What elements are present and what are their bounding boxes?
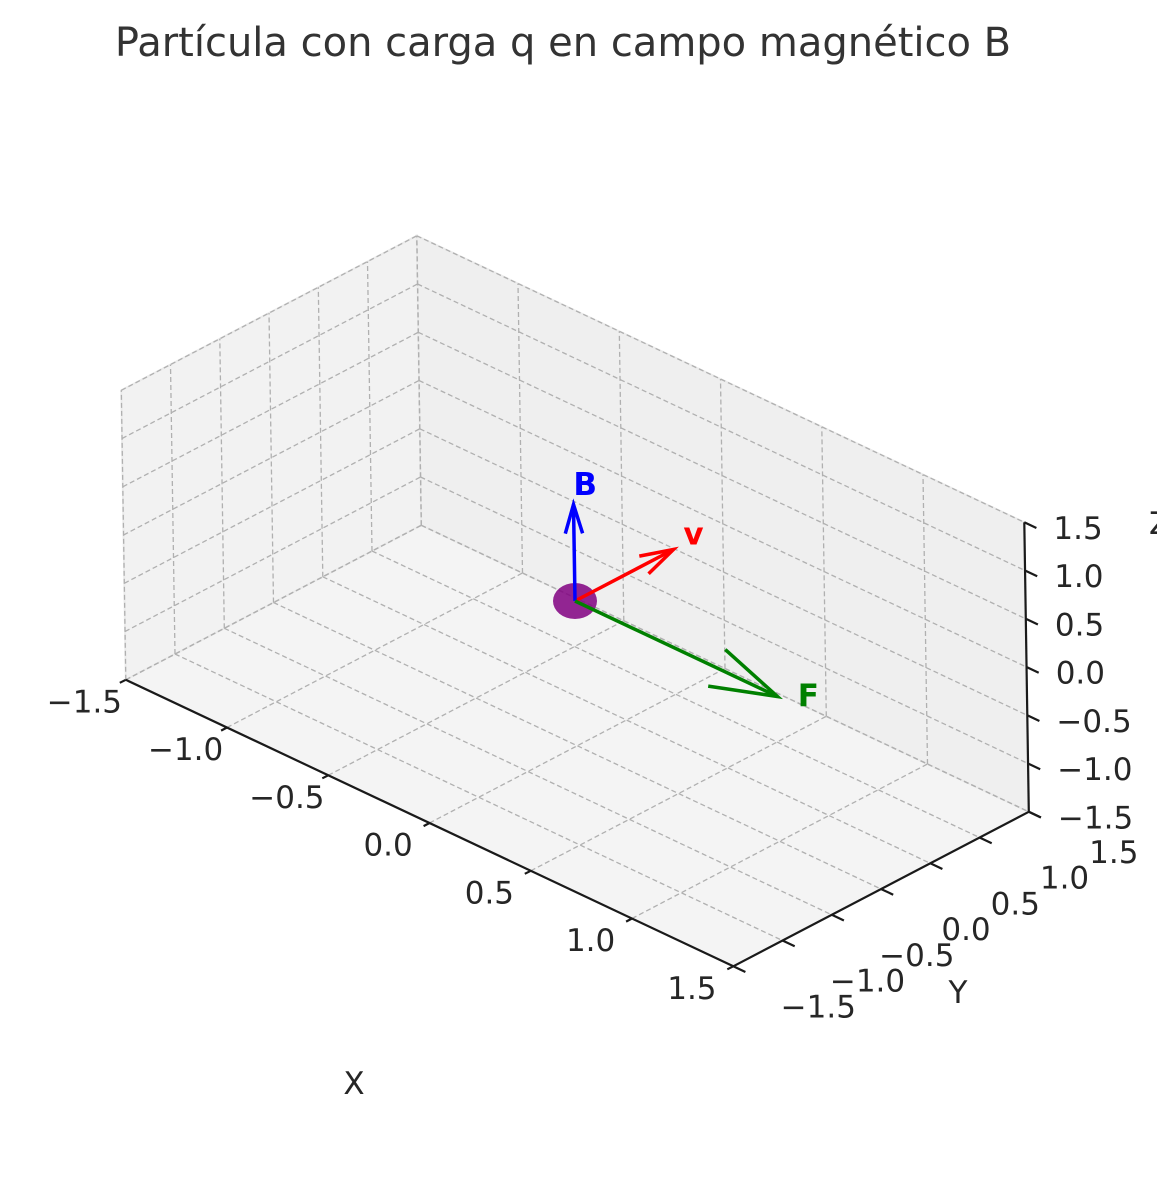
z-tick-label: −1.0 xyxy=(1057,752,1132,788)
y-tick-label: 0.0 xyxy=(941,912,990,948)
y-tick-label: −1.5 xyxy=(781,989,856,1025)
z-tick xyxy=(1027,762,1041,771)
x-tick-label: 1.5 xyxy=(667,971,716,1007)
x-tick-label: −1.5 xyxy=(47,684,122,720)
z-tick xyxy=(1025,617,1039,626)
y-tick-label: 1.5 xyxy=(1089,835,1138,871)
y-tick xyxy=(782,939,796,948)
vector-b-label: B xyxy=(573,467,597,503)
grid-line xyxy=(219,338,225,629)
y-tick xyxy=(880,888,894,896)
y-tick xyxy=(831,913,845,922)
x-tick-label: 0.0 xyxy=(363,828,412,864)
z-tick-label: 0.0 xyxy=(1056,656,1105,692)
y-tick-label: 0.5 xyxy=(991,886,1040,922)
x-axis-label: X xyxy=(343,1066,364,1102)
x-tick xyxy=(321,774,329,780)
z-tick-label: 1.0 xyxy=(1054,559,1103,595)
z-tick-label: 0.5 xyxy=(1055,608,1104,644)
y-axis-label: Y xyxy=(948,975,968,1011)
chart-marks: v B F xyxy=(553,467,819,714)
y-tick xyxy=(979,836,993,845)
y-tick xyxy=(929,862,943,870)
x-tick-label: 0.5 xyxy=(465,875,514,911)
x-tick xyxy=(220,726,228,732)
chart-title: Partícula con carga q en campo magnético… xyxy=(115,20,1011,66)
z-tick xyxy=(1024,569,1038,578)
axis-labels: X Y Z xyxy=(343,506,1157,1102)
grid-line xyxy=(268,312,275,603)
y-tick-label: −1.0 xyxy=(830,964,905,1000)
grid-line xyxy=(922,474,929,765)
grid-line xyxy=(821,426,827,717)
z-axis-label: Z xyxy=(1149,506,1157,542)
vector-b-shaft xyxy=(571,504,577,602)
vector-f-shaft xyxy=(574,599,779,699)
grid-line xyxy=(169,364,176,655)
x-tick xyxy=(524,869,532,875)
z-tick xyxy=(1026,714,1040,722)
grid-lines xyxy=(120,235,1030,967)
z-tick xyxy=(1026,666,1040,674)
vector-v-head xyxy=(638,546,679,576)
z-tick-label: 1.5 xyxy=(1053,511,1102,547)
vector-b-head xyxy=(563,498,585,535)
z-tick-label: −1.5 xyxy=(1058,801,1133,837)
grid-line xyxy=(517,283,524,574)
y-tick xyxy=(732,965,746,973)
vector-f-label: F xyxy=(798,678,819,714)
x-tick-label: −0.5 xyxy=(249,780,324,816)
tick-labels: −1.5−1.5−1.5−1.0−1.0−1.0−0.5−0.5−0.50.00… xyxy=(47,511,1139,1025)
grid-line xyxy=(618,331,625,621)
vector-v-shaft xyxy=(574,547,675,603)
x-tick xyxy=(423,822,431,828)
grid-line xyxy=(366,261,373,552)
x-tick-label: 1.0 xyxy=(566,923,615,959)
y-tick xyxy=(1028,810,1042,819)
x-tick xyxy=(726,965,734,971)
y-tick-label: −0.5 xyxy=(879,938,954,974)
x-tick-label: −1.0 xyxy=(148,732,223,768)
x-tick xyxy=(119,678,127,684)
vector-v-label: v xyxy=(683,516,703,552)
vector-f-head xyxy=(707,648,784,700)
x-axis-line xyxy=(125,678,734,968)
grid-line xyxy=(416,235,422,526)
tick-marks xyxy=(119,521,1042,973)
y-tick-label: 1.0 xyxy=(1040,861,1089,897)
z-tick-label: −0.5 xyxy=(1056,704,1131,740)
grid-line xyxy=(719,378,726,669)
z-tick xyxy=(1023,521,1037,529)
x-tick xyxy=(625,917,633,923)
grid-line xyxy=(317,287,324,577)
